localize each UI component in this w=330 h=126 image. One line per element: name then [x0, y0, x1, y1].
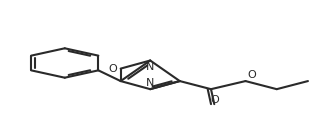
- Text: N: N: [146, 62, 154, 72]
- Text: N: N: [146, 78, 154, 88]
- Text: O: O: [108, 64, 117, 74]
- Text: O: O: [210, 95, 219, 105]
- Text: O: O: [247, 70, 256, 80]
